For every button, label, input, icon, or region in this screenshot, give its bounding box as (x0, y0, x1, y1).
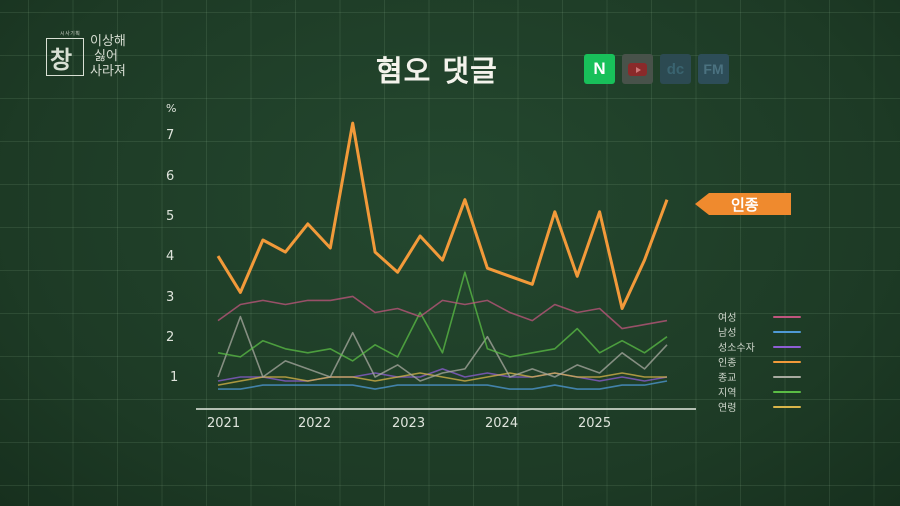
program-name: 창 (50, 45, 73, 74)
legend-swatch (773, 405, 801, 408)
series-line (217, 372, 667, 386)
x-tick-2024: 2024 (485, 416, 519, 431)
fmkorea-icon: FM (698, 54, 729, 84)
program-logo: 시사기획 창 이상해 싫어 사라져 (46, 30, 181, 85)
x-axis-line (196, 408, 696, 410)
slogan-line-3: 사라져 (90, 64, 126, 79)
x-tick-2023: 2023 (392, 416, 426, 431)
series-line (216, 121, 669, 310)
series-line (217, 315, 668, 382)
series-line (218, 380, 668, 390)
legend-swatch (773, 330, 801, 333)
y-axis-unit: % (166, 102, 177, 115)
source-icons: N dc FM (584, 54, 729, 84)
legend-item: 인종 (718, 354, 801, 369)
legend-item: 지역 (718, 384, 801, 399)
y-tick-6: 6 (166, 169, 175, 184)
callout-label: 인종 (731, 196, 759, 214)
x-tick-2021: 2021 (207, 416, 241, 431)
legend-swatch (773, 375, 801, 378)
slogan-line-1: 이상해 (90, 34, 126, 49)
legend: 여성 남성 성소수자 인종 종교 지역 연령 (718, 309, 801, 414)
legend-swatch (773, 390, 801, 393)
series-lines (216, 121, 669, 390)
legend-item: 남성 (718, 324, 801, 339)
series-line (217, 271, 668, 362)
legend-item: 여성 (718, 309, 801, 324)
arrow-left-icon (695, 193, 791, 215)
legend-swatch (773, 315, 801, 318)
y-tick-4: 4 (166, 249, 175, 264)
x-tick-2025: 2025 (578, 416, 612, 431)
program-slogan: 이상해 싫어 사라져 (90, 34, 126, 79)
logo-box (46, 38, 84, 76)
slogan-line-2: 싫어 (94, 49, 118, 64)
legend-item: 종교 (718, 369, 801, 384)
naver-icon: N (584, 54, 615, 84)
program-subtitle: 시사기획 (60, 31, 81, 37)
series-line (217, 295, 668, 330)
race-callout: 인종 (695, 193, 791, 215)
y-tick-2: 2 (166, 330, 175, 345)
y-tick-1: 1 (170, 370, 179, 385)
x-tick-2022: 2022 (298, 416, 332, 431)
chart-title: 혐오 댓글 (376, 54, 498, 88)
series-line (217, 368, 668, 382)
y-tick-5: 5 (166, 209, 175, 224)
dcinside-icon: dc (660, 54, 691, 84)
legend-item: 연령 (718, 399, 801, 414)
legend-item: 성소수자 (718, 339, 801, 354)
youtube-icon (622, 54, 653, 84)
y-tick-3: 3 (166, 290, 175, 305)
legend-swatch (773, 360, 801, 363)
y-tick-7: 7 (166, 128, 175, 143)
legend-swatch (773, 345, 801, 348)
